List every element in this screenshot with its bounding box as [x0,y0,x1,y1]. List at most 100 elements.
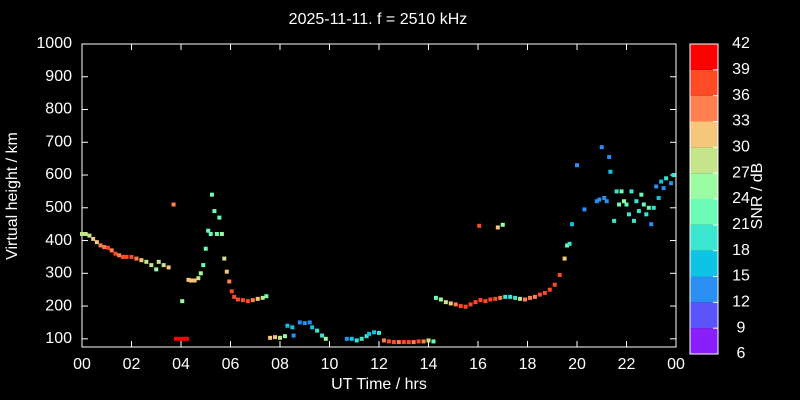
data-point [273,335,278,340]
data-point [201,263,206,268]
data-point [320,333,325,338]
x-tick-label: 00 [73,356,91,373]
data-point [149,263,154,268]
data-point [105,245,110,250]
data-point [245,299,250,304]
data-point [513,295,518,300]
data-point [646,205,651,210]
x-tick-label: 14 [420,356,438,373]
x-tick-label: 04 [172,356,190,373]
y-tick-label: 100 [45,330,72,347]
data-point [532,294,537,299]
data-point [217,215,222,220]
colorbar-segment [690,173,718,199]
data-point [180,299,185,304]
data-point [401,340,406,345]
data-point [302,321,307,326]
colorbar-segment [690,95,718,122]
data-point [411,340,416,345]
data-point [406,340,411,345]
data-point [438,297,443,302]
data-point [433,295,438,300]
data-point [156,259,161,264]
data-point [206,228,211,233]
x-tick-label: 06 [222,356,240,373]
data-point [250,298,255,303]
data-point [527,295,532,300]
data-point [198,271,203,276]
colorbar-tick-label: 42 [732,35,750,52]
data-point [91,236,96,241]
data-point [488,297,493,302]
colorbar-tick-label: 21 [732,216,750,233]
data-point [426,338,431,343]
data-point [255,296,260,301]
data-point [203,246,208,251]
y-tick-label: 800 [45,101,72,118]
data-point [641,202,646,207]
data-point [664,176,669,181]
data-point [310,325,315,330]
data-point [582,207,587,212]
data-point [291,333,296,338]
data-point [109,248,114,253]
data-point [232,294,237,299]
data-point [493,296,498,301]
colorbar-tick-label: 30 [732,139,750,156]
colorbar-tick-label: 39 [732,61,750,78]
data-point [537,292,542,297]
data-point [290,325,295,330]
y-axis-label: Virtual height / km [4,132,21,260]
colorbar-segment [690,69,718,96]
data-point [212,209,217,214]
data-point [113,251,118,256]
data-point [208,231,213,236]
y-tick-label: 300 [45,265,72,282]
data-point [463,304,468,309]
data-point [354,338,359,343]
data-point [477,223,482,228]
colorbar-tick-label: 24 [732,190,750,207]
data-point [83,231,88,236]
data-point [661,186,666,191]
data-point [367,331,372,336]
data-point [134,256,139,261]
x-tick-label: 20 [568,356,586,373]
data-point [174,336,179,341]
data-point [214,231,219,236]
data-point [219,231,224,236]
x-axis-label: UT Time / hrs [331,376,427,393]
x-tick-label: 18 [519,356,537,373]
data-point [117,253,122,258]
data-point [453,302,458,307]
data-point [654,184,659,189]
data-point [94,240,99,245]
data-point [631,218,636,223]
colorbar-tick-label: 36 [732,87,750,104]
y-tick-label: 700 [45,133,72,150]
data-point [120,254,125,259]
data-point [268,335,273,340]
data-point [196,276,201,281]
data-point [421,339,426,344]
colorbar-tick-label: 9 [737,319,746,336]
data-point [359,336,364,341]
data-point [240,298,245,303]
data-point [552,282,557,287]
data-point [542,290,547,295]
data-point [649,222,654,227]
data-point [547,287,552,292]
data-point [614,189,619,194]
data-point [416,339,421,344]
data-point [235,297,240,302]
data-point [129,254,134,259]
data-point [209,192,214,197]
data-point [575,163,579,168]
data-point [396,340,401,345]
colorbar-segment [690,199,718,225]
data-point [612,218,617,223]
data-point [282,334,287,339]
data-point [98,243,103,248]
x-tick-label: 12 [370,356,388,373]
